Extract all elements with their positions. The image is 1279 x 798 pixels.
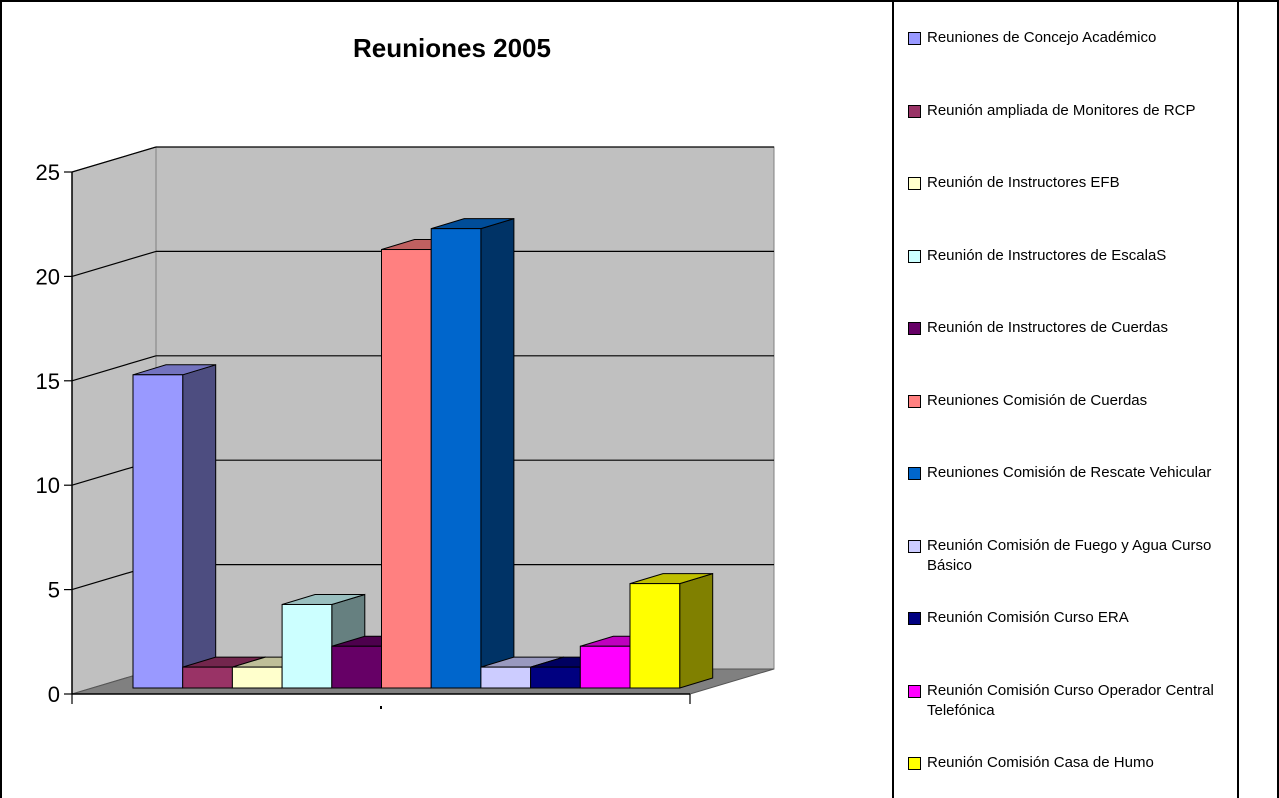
gridline-side (71, 355, 157, 382)
legend-label: Reuniones Comisión de Cuerdas (927, 392, 1148, 409)
y-tick-label: 10 (36, 473, 60, 498)
y-tick-label: 0 (48, 682, 60, 707)
legend-item: Reunión Comisión de Fuego y Agua Curso B… (908, 536, 1232, 576)
bar (430, 217, 515, 689)
y-tick-label: 20 (36, 264, 60, 289)
legend-label: Reunión Comisión Casa de Humo (927, 754, 1154, 771)
y-tick-label: 5 (48, 578, 60, 603)
gridline-side (71, 146, 157, 173)
legend-swatch (908, 250, 921, 263)
legend-label: Reuniones de Concejo Académico (927, 29, 1157, 46)
legend-item: Reuniones de Concejo Académico (908, 28, 1156, 48)
legend-label: Reunión ampliada de Monitores de RCP (927, 102, 1196, 119)
bar (132, 364, 217, 689)
bar-front (182, 666, 233, 689)
bar-front (530, 666, 581, 689)
legend-swatch (908, 177, 921, 190)
bar-front (331, 645, 382, 689)
bar (629, 572, 714, 689)
axes (71, 172, 691, 709)
legend-swatch (908, 685, 921, 698)
bar-front (381, 249, 432, 689)
bar-front (231, 666, 283, 689)
legend-swatch (908, 540, 921, 553)
legend-swatch (908, 32, 921, 45)
legend-swatch (908, 395, 921, 408)
legend-swatch (908, 322, 921, 335)
y-axis-ticks: 0 5 10 15 20 25 (36, 160, 72, 707)
bar-front (281, 603, 333, 689)
bar-front (430, 228, 482, 689)
legend-item: Reunión de Instructores de EscalaS (908, 246, 1166, 266)
legend-item: Reunión ampliada de Monitores de RCP (908, 101, 1195, 121)
legend-swatch (908, 105, 921, 118)
bar-side (679, 572, 714, 689)
legend-item: Reuniones Comisión de Rescate Vehicular (908, 463, 1211, 483)
bar-front (132, 374, 184, 689)
bar-front (480, 666, 532, 689)
legend-item: Reunión de Instructores EFB (908, 173, 1120, 193)
legend-item: Reunión de Instructores de Cuerdas (908, 318, 1168, 338)
legend-swatch (908, 757, 921, 770)
legend-swatch (908, 612, 921, 625)
legend-swatch (908, 467, 921, 480)
legend-label: Reunión Comisión Curso ERA (927, 609, 1129, 626)
legend-label: Reunión de Instructores de Cuerdas (927, 319, 1168, 336)
gridline-side (71, 250, 157, 277)
legend-label: Reunión Comisión de Fuego y Agua Curso B… (927, 537, 1212, 574)
bar-side (182, 364, 217, 689)
bar-side (480, 217, 515, 689)
bars (132, 217, 714, 689)
legend-item: Reunión Comisión Casa de Humo (908, 753, 1154, 773)
chart-title: Reuniones 2005 (353, 33, 551, 63)
y-tick-label: 15 (36, 369, 60, 394)
legend-item: Reunión Comisión Curso ERA (908, 608, 1129, 628)
legend-label: Reunión Comisión Curso Operador Central … (927, 682, 1214, 719)
legend-label: Reuniones Comisión de Rescate Vehicular (927, 464, 1212, 481)
legend-label: Reunión de Instructores EFB (927, 174, 1120, 191)
bar-front (629, 583, 681, 689)
bar-front (579, 645, 631, 689)
legend-item: Reuniones Comisión de Cuerdas (908, 391, 1147, 411)
x-category-marker (380, 706, 382, 709)
legend-label: Reunión de Instructores de EscalaS (927, 247, 1167, 264)
legend-item: Reunión Comisión Curso Operador Central … (908, 681, 1232, 721)
y-tick-label: 25 (36, 160, 60, 185)
